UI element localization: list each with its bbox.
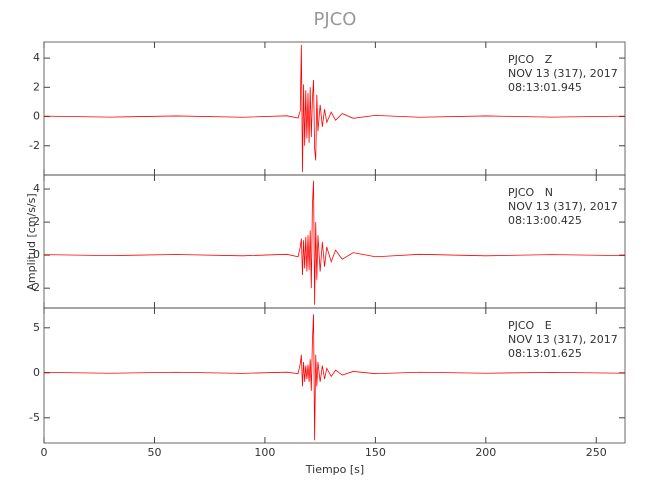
annotation: 08:13:01.945 bbox=[508, 81, 582, 94]
y-axis-label: Amplitud [cm/s/s] bbox=[25, 193, 38, 290]
x-tick-label: 0 bbox=[41, 446, 48, 459]
y-tick-label: -2 bbox=[29, 281, 40, 294]
annotation: 08:13:01.625 bbox=[508, 347, 582, 360]
x-tick-label: 50 bbox=[147, 446, 161, 459]
y-tick-label: 4 bbox=[33, 51, 40, 64]
x-axis-label: Tiempo [s] bbox=[305, 463, 364, 476]
annotation: 08:13:00.425 bbox=[508, 214, 582, 227]
x-tick-label: 200 bbox=[475, 446, 496, 459]
y-tick-label: 0 bbox=[33, 248, 40, 261]
panel-frame bbox=[43, 307, 626, 444]
annotation: PJCO N bbox=[508, 186, 553, 199]
annotation: NOV 13 (317), 2017 bbox=[508, 67, 618, 80]
annotation: PJCO Z bbox=[508, 53, 553, 66]
waveform bbox=[43, 44, 626, 173]
annotation: PJCO E bbox=[508, 319, 552, 332]
y-tick-label: -5 bbox=[29, 411, 40, 424]
annotation: NOV 13 (317), 2017 bbox=[508, 333, 618, 346]
y-tick-label: 4 bbox=[33, 182, 40, 195]
y-tick-label: 2 bbox=[33, 215, 40, 228]
waveform bbox=[43, 314, 626, 441]
x-tick-label: 250 bbox=[586, 446, 607, 459]
y-tick-label: -2 bbox=[29, 139, 40, 152]
waveform bbox=[43, 180, 626, 305]
y-tick-label: 0 bbox=[33, 110, 40, 123]
x-tick-label: 100 bbox=[254, 446, 275, 459]
annotation: NOV 13 (317), 2017 bbox=[508, 200, 618, 213]
y-tick-label: 5 bbox=[33, 321, 40, 334]
y-tick-label: 0 bbox=[33, 366, 40, 379]
chart-title: PJCO bbox=[314, 9, 357, 30]
y-tick-label: 2 bbox=[33, 80, 40, 93]
x-tick-label: 150 bbox=[365, 446, 386, 459]
